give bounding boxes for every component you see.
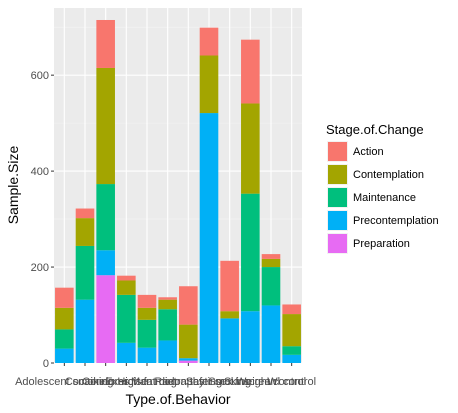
legend: Stage.of.Change Action Contemplation Maint…: [326, 122, 439, 254]
bar-segment: [96, 67, 115, 185]
bar-segment: [199, 27, 219, 56]
legend-label: Preparation: [353, 238, 410, 250]
bar-segment: [55, 287, 74, 308]
y-axis-title: Sample.Size: [5, 145, 21, 224]
bar-segment: [241, 193, 260, 312]
bar-segment: [241, 103, 260, 194]
legend-key: [328, 211, 347, 230]
x-tick-label: Exercise: [105, 376, 147, 388]
bar-segment: [241, 311, 260, 363]
bar-segment: [117, 342, 136, 363]
bar-segment: [261, 267, 281, 306]
x-tick-label: Adolescent smoking: [15, 376, 113, 388]
x-tick-label: Radon testing: [154, 376, 222, 388]
y-axis-ticks: 0 200 400 600: [31, 70, 54, 370]
bar-segment: [158, 299, 177, 310]
bar-segment: [282, 354, 301, 363]
x-tick-label: High-fat diet: [117, 376, 176, 388]
bar-segment: [241, 39, 260, 104]
bar-segment: [261, 258, 281, 268]
x-tick-label: Mammography: [131, 376, 205, 388]
bar-segment: [96, 19, 115, 68]
x-tick-label: Cocaine: [65, 376, 105, 388]
bar-segment: [220, 318, 239, 363]
x-axis-ticks: Adolescent smokingCocaineCondomsExercise…: [15, 363, 316, 388]
bar-segment: [199, 55, 219, 114]
bar-segment: [199, 113, 219, 363]
legend-label: Maintenance: [353, 192, 416, 204]
bar-segment: [96, 275, 115, 363]
legend-label: Contemplation: [353, 169, 424, 181]
bar-segment: [179, 286, 198, 325]
plot-panel: [54, 8, 302, 363]
x-axis-title: Type.of.Behavior: [125, 391, 230, 407]
bar-segment: [75, 208, 95, 219]
bars: [55, 19, 301, 363]
bar-segment: [282, 314, 301, 347]
bar-segment: [261, 305, 281, 363]
legend-items: Action Contemplation Maintenance Precontemp…: [327, 141, 439, 254]
bar-segment: [96, 184, 115, 251]
bar-segment: [75, 218, 95, 246]
bar-segment: [137, 319, 157, 348]
legend-key: [328, 142, 347, 161]
bar-segment: [137, 307, 157, 320]
bar-segment: [137, 294, 157, 308]
legend-title: Stage.of.Change: [326, 122, 424, 137]
y-tick-label: 400: [31, 166, 49, 178]
bar-segment: [179, 358, 198, 361]
bar-segment: [55, 348, 74, 363]
bar-segment: [220, 260, 239, 312]
x-tick-label: Smoking: [208, 376, 251, 388]
x-tick-label: Wl control: [267, 376, 316, 388]
bar-segment: [179, 360, 198, 363]
bar-segment: [75, 299, 95, 363]
bar-segment: [117, 275, 136, 281]
bar-segment: [96, 250, 115, 276]
bar-segment: [220, 311, 239, 319]
y-tick-label: 0: [43, 358, 49, 370]
legend-label: Action: [353, 146, 384, 158]
x-tick-label: Weight control: [236, 376, 306, 388]
bar-segment: [282, 346, 301, 355]
bar-segment: [117, 280, 136, 295]
y-tick-label: 200: [31, 262, 49, 274]
bar-segment: [75, 245, 95, 300]
legend-label: Precontemplation: [353, 215, 439, 227]
bar-segment: [137, 347, 157, 363]
x-tick-label: Condoms: [82, 376, 130, 388]
bar-segment: [117, 294, 136, 343]
legend-key: [328, 234, 347, 253]
bar-segment: [158, 309, 177, 341]
legend-key: [328, 165, 347, 184]
x-tick-label: Sunscreen: [224, 376, 277, 388]
bar-segment: [158, 297, 177, 300]
bar-segment: [55, 329, 74, 349]
bar-segment: [158, 340, 177, 363]
bar-segment: [55, 307, 74, 330]
legend-key: [328, 188, 347, 207]
x-tick-label: Safer sex: [186, 376, 233, 388]
bar-segment: [261, 254, 281, 259]
bar-segment: [179, 324, 198, 359]
bar-segment: [282, 304, 301, 315]
y-tick-label: 600: [31, 70, 49, 82]
